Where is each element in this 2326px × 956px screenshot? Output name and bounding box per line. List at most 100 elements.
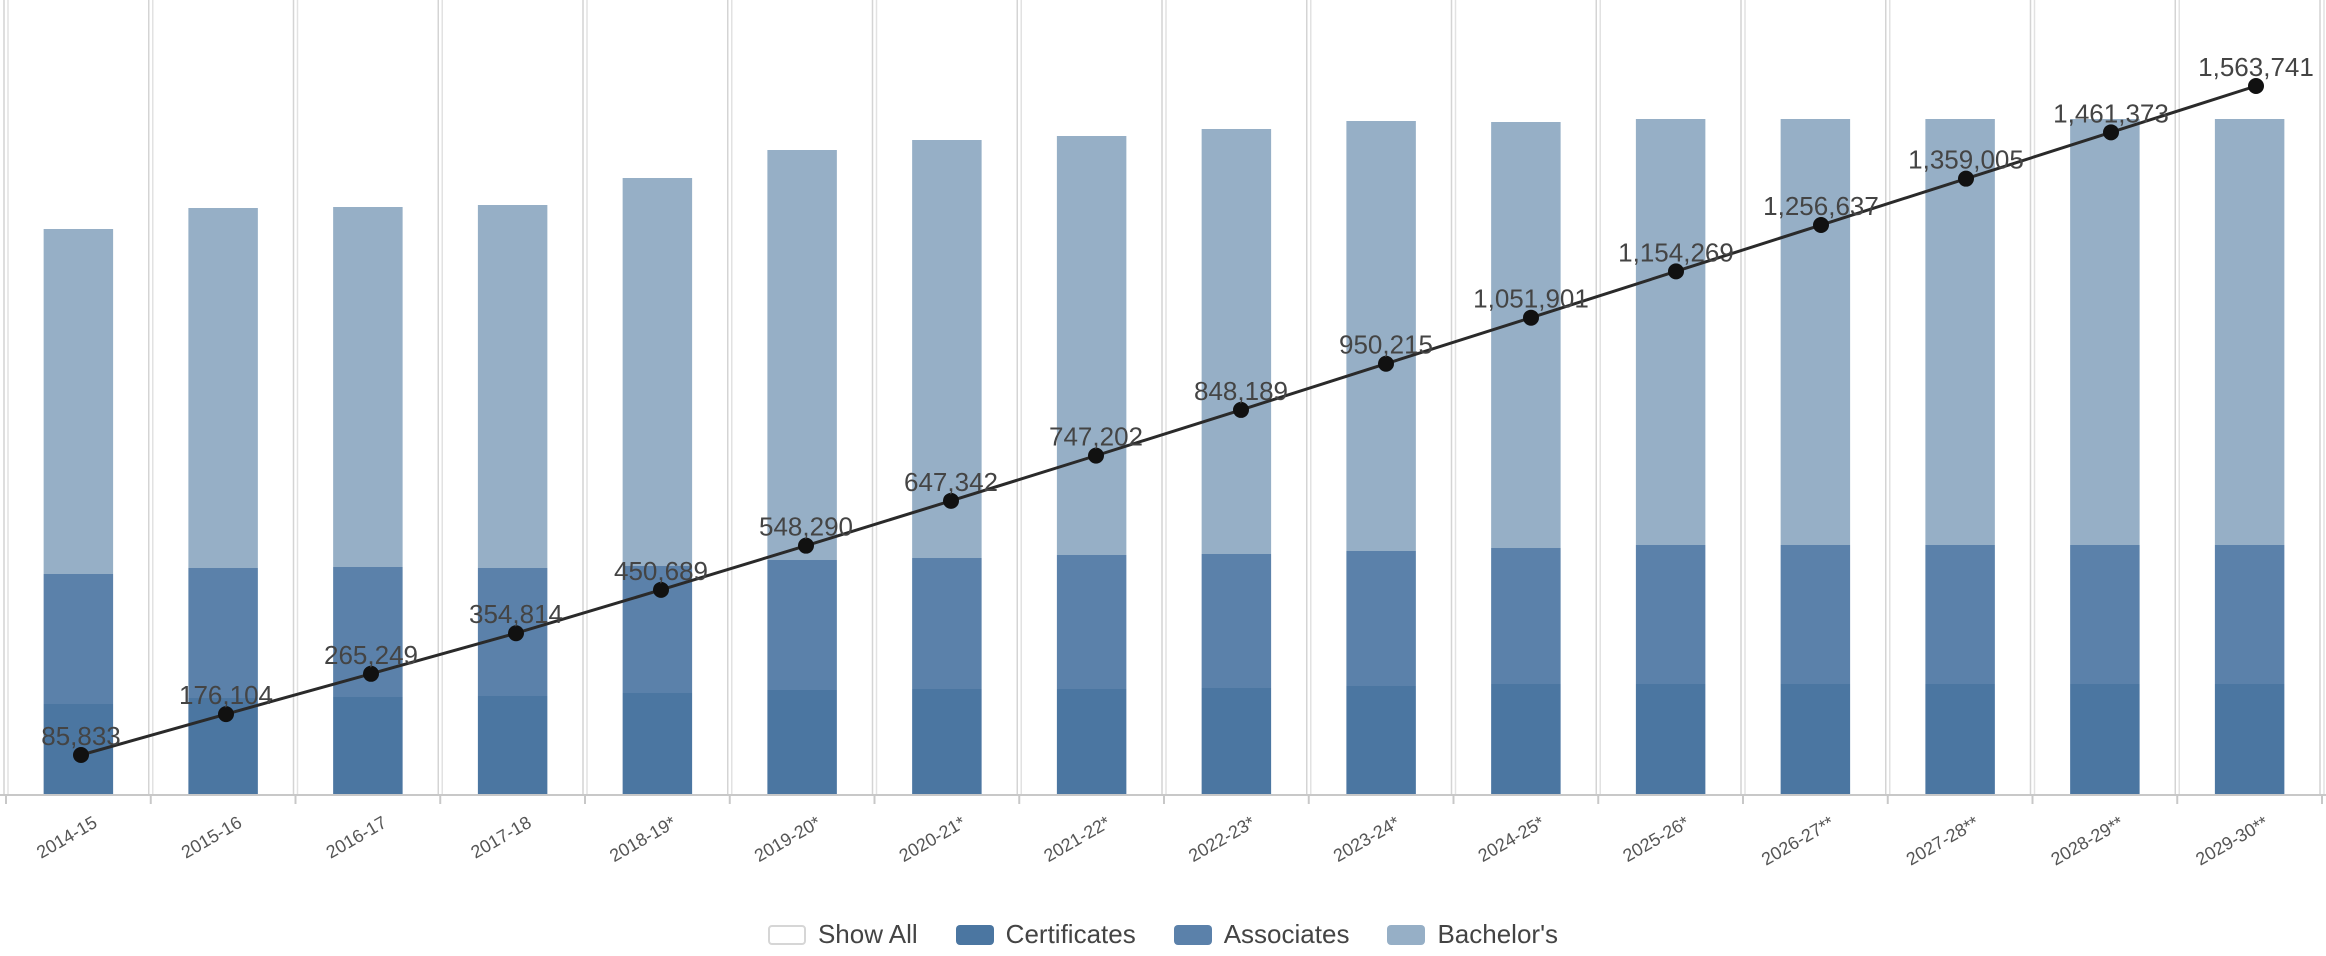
trend-point xyxy=(2103,124,2119,141)
x-tick-label: 2029-30** xyxy=(2192,812,2271,869)
bar-associates xyxy=(43,574,114,704)
bar-associates xyxy=(1346,551,1416,686)
legend-swatch-certificates xyxy=(955,924,994,945)
bar-bachelor-s xyxy=(767,150,837,560)
trend-data-label: 848,189 xyxy=(1194,376,1288,406)
trend-data-label: 450,689 xyxy=(614,556,708,586)
trend-point xyxy=(218,706,234,723)
legend-item-certificates[interactable]: Certificates xyxy=(955,919,1136,950)
bar-certificates xyxy=(1635,684,1706,794)
bar-bachelor-s xyxy=(1346,121,1416,551)
x-tick-label: 2021-22* xyxy=(1040,812,1113,866)
trend-data-label: 85,833 xyxy=(41,721,121,751)
trend-data-label: 176,104 xyxy=(179,680,273,710)
trend-point xyxy=(73,747,89,763)
bar-bachelor-s xyxy=(477,205,548,568)
trend-data-label: 950,215 xyxy=(1339,330,1433,360)
bar-certificates xyxy=(622,693,693,794)
bar-certificates xyxy=(767,690,837,794)
bar-bachelor-s xyxy=(1635,119,1706,545)
legend-item-bachelors[interactable]: Bachelor's xyxy=(1387,919,1558,950)
bar-bachelor-s xyxy=(188,208,258,568)
bar-certificates xyxy=(2214,684,2285,794)
bar-certificates xyxy=(477,696,548,794)
bar-associates xyxy=(1925,545,1995,684)
trend-point xyxy=(1233,401,1249,418)
trend-point xyxy=(2248,78,2264,94)
bar-certificates xyxy=(1056,689,1127,794)
bar-associates xyxy=(1056,555,1127,689)
trend-point xyxy=(1668,263,1684,280)
trend-point xyxy=(508,625,524,642)
bar-associates xyxy=(1635,545,1706,684)
bar-certificates xyxy=(1201,688,1272,794)
bar-certificates xyxy=(333,697,403,794)
x-tick-label: 2014-15 xyxy=(33,812,100,862)
x-tick-label: 2027-28** xyxy=(1903,812,1982,869)
bar-associates xyxy=(1780,545,1851,684)
bar-certificates xyxy=(912,689,982,794)
trend-point xyxy=(363,665,379,682)
trend-data-label: 1,563,741 xyxy=(2198,52,2314,82)
x-tick-label: 2020-21* xyxy=(896,812,969,866)
legend: Show All Certificates Associates Bachelo… xyxy=(0,918,2326,951)
legend-swatch-bachelors xyxy=(1387,924,1426,945)
trend-data-label: 1,461,373 xyxy=(2053,98,2169,128)
bar-bachelor-s xyxy=(43,229,114,574)
bar-associates xyxy=(188,568,258,698)
trend-data-label: 1,154,269 xyxy=(1618,237,1734,267)
trend-point xyxy=(943,492,959,509)
legend-label-show-all: Show All xyxy=(817,919,918,949)
trend-point xyxy=(1088,447,1104,464)
bar-certificates xyxy=(2070,684,2140,794)
legend-label-bachelors: Bachelor's xyxy=(1437,919,1559,949)
x-tick-label: 2024-25* xyxy=(1475,812,1548,866)
bar-associates xyxy=(1201,554,1272,688)
bar-associates xyxy=(2070,545,2140,684)
bar-certificates xyxy=(1346,686,1416,794)
bar-bachelor-s xyxy=(2070,119,2140,545)
bar-bachelor-s xyxy=(622,178,693,566)
bar-bachelor-s xyxy=(333,207,403,567)
x-tick-label: 2023-24* xyxy=(1330,812,1403,866)
x-tick-label: 2015-16 xyxy=(178,812,245,862)
legend-item-associates[interactable]: Associates xyxy=(1173,919,1350,950)
legend-label-associates: Associates xyxy=(1223,919,1350,949)
bar-bachelor-s xyxy=(1056,136,1127,555)
bar-certificates xyxy=(1925,684,1995,794)
trend-point xyxy=(1523,309,1539,326)
x-tick-label: 2019-20* xyxy=(751,812,824,866)
bar-certificates xyxy=(1491,684,1561,794)
trend-point xyxy=(653,581,669,598)
bar-associates xyxy=(767,560,837,690)
bar-associates xyxy=(2214,545,2285,684)
bar-associates xyxy=(1491,548,1561,684)
trend-line xyxy=(80,84,2257,757)
bar-bachelor-s xyxy=(1925,119,1995,545)
bar-certificates xyxy=(1780,684,1851,794)
trend-data-label: 1,256,637 xyxy=(1763,191,1879,221)
bar-bachelor-s xyxy=(912,140,982,558)
trend-point xyxy=(1378,355,1394,372)
trend-point xyxy=(798,537,814,554)
legend-swatch-associates xyxy=(1173,924,1212,945)
bar-associates xyxy=(912,558,982,689)
x-tick-label: 2026-27** xyxy=(1758,812,1837,869)
x-tick-label: 2016-17 xyxy=(323,812,390,862)
x-tick-label: 2028-29** xyxy=(2048,812,2127,869)
x-tick-label: 2025-26* xyxy=(1619,812,1692,866)
trend-data-label: 354,814 xyxy=(469,599,563,629)
trend-data-label: 747,202 xyxy=(1049,422,1143,452)
x-tick-label: 2022-23* xyxy=(1185,812,1258,866)
trend-data-label: 647,342 xyxy=(904,467,998,497)
trend-point xyxy=(1958,170,1974,187)
bar-bachelor-s xyxy=(1201,129,1272,554)
trend-data-label: 1,359,005 xyxy=(1908,145,2024,175)
trend-data-label: 1,051,901 xyxy=(1473,284,1589,314)
legend-label-certificates: Certificates xyxy=(1005,919,1136,949)
x-tick-label: 2017-18 xyxy=(467,812,534,862)
trend-data-label: 548,290 xyxy=(759,512,853,542)
legend-item-show-all[interactable]: Show All xyxy=(767,919,918,950)
